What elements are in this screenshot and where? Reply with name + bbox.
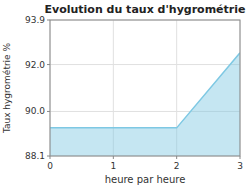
x-tick-label: 3 [237,161,243,171]
y-tick-label: 92.0 [25,60,45,70]
y-axis-label: Taux hygrométrie % [2,42,12,134]
x-tick-label: 2 [174,161,180,171]
x-axis-label: heure par heure [105,174,186,185]
y-tick-label: 93.9 [25,15,45,25]
y-tick-label: 90.0 [25,106,45,116]
plot-background [50,20,240,156]
chart-container: 88.1 90.0 92.0 93.9 0 1 2 3 Evolution du taux d'… [0,0,250,188]
x-tick-label: 1 [110,161,116,171]
grid [50,20,240,156]
x-tick-label: 0 [47,161,53,171]
plot-frame [50,20,240,156]
data-group [50,53,240,156]
y-tick-label: 88.1 [25,151,45,161]
chart: 88.1 90.0 92.0 93.9 0 1 2 3 Evolution du taux d'… [0,0,250,188]
y-grid-line [50,64,240,65]
area-fill [50,53,240,156]
line [50,53,240,128]
title: Evolution du taux d'hygrométrie [45,3,246,16]
